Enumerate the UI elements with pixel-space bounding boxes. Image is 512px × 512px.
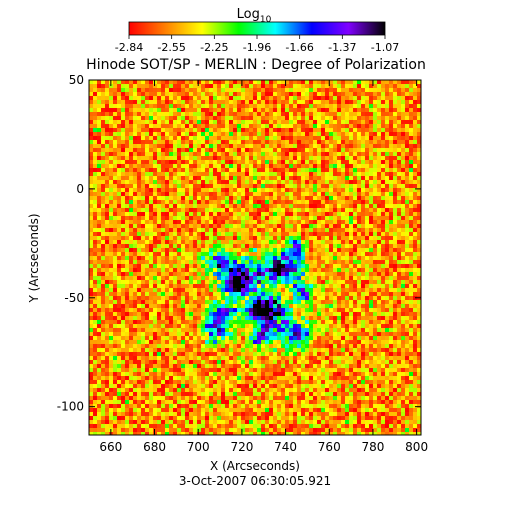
colorbar-tick-label: -1.66 — [285, 41, 313, 54]
colorbar-tick-label: -1.37 — [328, 41, 356, 54]
colorbar-label-sub: 10 — [260, 15, 272, 25]
colorbar: Log10 -2.84 -2.55 -2.25 -1.96 -1.66 -1.37 -1.0… — [115, 7, 399, 54]
y-tick-label: -50 — [64, 291, 84, 305]
timestamp: 3-Oct-2007 06:30:05.921 — [179, 474, 331, 488]
colorbar-tick-label: -2.84 — [115, 41, 143, 54]
colorbar-tick-label: -2.55 — [157, 41, 185, 54]
y-axis: 50 0 -50 -100 — [57, 73, 421, 414]
x-tick-label: 660 — [99, 440, 122, 454]
x-tick-label: 760 — [318, 440, 341, 454]
x-tick-label: 680 — [143, 440, 166, 454]
x-tick-label: 740 — [274, 440, 297, 454]
y-tick-label: -100 — [57, 400, 84, 414]
chart-title: Hinode SOT/SP - MERLIN : Degree of Polar… — [86, 57, 426, 73]
y-tick-label: 0 — [76, 182, 84, 196]
x-tick-label: 720 — [230, 440, 253, 454]
colorbar-label: Log10 — [237, 7, 272, 25]
y-axis-label: Y (Arcseconds) — [27, 213, 41, 303]
colorbar-label-base: Log — [237, 7, 260, 22]
heatmap — [89, 80, 421, 435]
x-tick-label: 700 — [187, 440, 210, 454]
colorbar-tick-label: -2.25 — [200, 41, 228, 54]
colorbar-bar — [128, 21, 386, 36]
colorbar-ticks: -2.84 -2.55 -2.25 -1.96 -1.66 -1.37 -1.07 — [115, 35, 399, 54]
x-tick-label: 800 — [405, 440, 428, 454]
plot-frame — [88, 79, 422, 436]
colorbar-tick-label: -1.96 — [243, 41, 271, 54]
x-tick-label: 780 — [361, 440, 384, 454]
x-axis: 660 680 700 720 740 760 780 800 — [99, 80, 428, 454]
x-axis-label: X (Arcseconds) — [210, 459, 300, 473]
colorbar-tick-label: -1.07 — [371, 41, 399, 54]
y-tick-label: 50 — [69, 73, 84, 87]
